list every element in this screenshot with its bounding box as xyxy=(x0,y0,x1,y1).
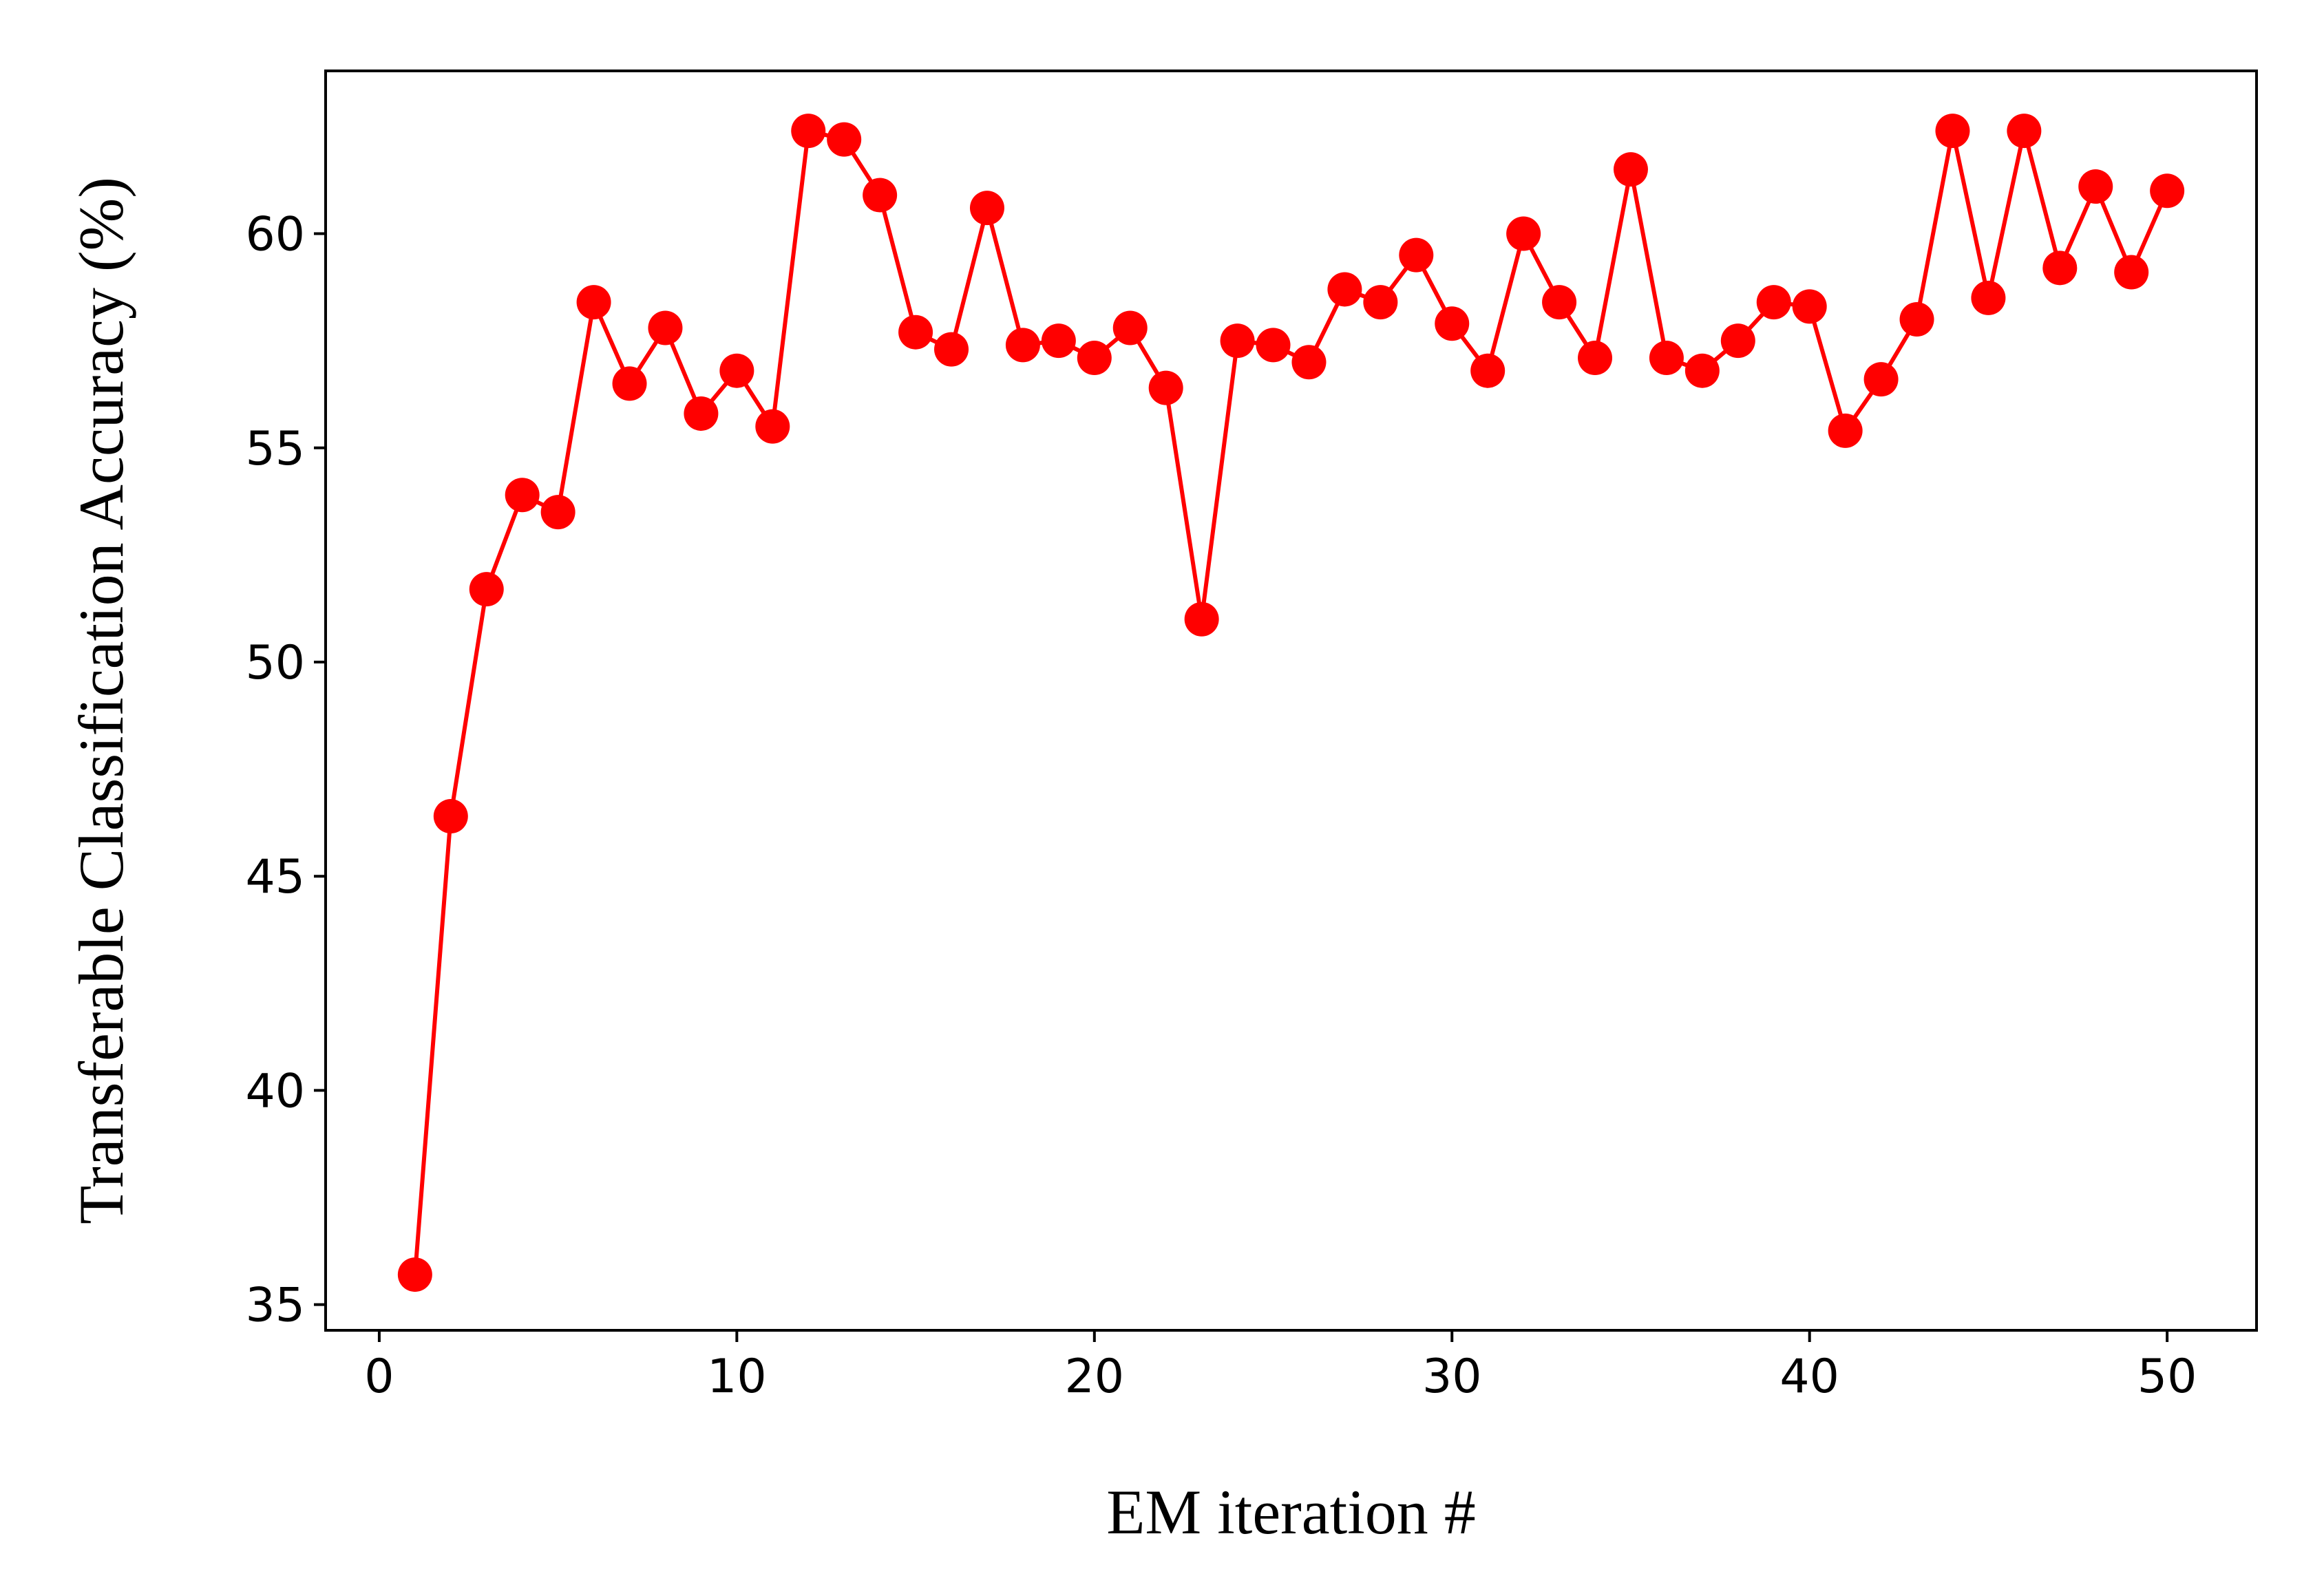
data-point xyxy=(433,799,468,834)
data-point xyxy=(755,409,790,444)
data-point xyxy=(1756,285,1791,320)
data-point xyxy=(576,285,611,320)
y-tick-label: 55 xyxy=(245,422,305,476)
y-axis-label: Transferable Classification Accuracy (%) xyxy=(66,177,136,1224)
data-point xyxy=(1863,362,1899,397)
data-point xyxy=(791,114,826,149)
data-point xyxy=(1899,302,1934,337)
y-tick-label: 40 xyxy=(245,1064,305,1118)
data-point xyxy=(2150,173,2185,209)
ticks-layer: 0 10 20 30 40 50 35 40 45 50 55 60 xyxy=(245,208,2197,1404)
data-point xyxy=(969,191,1004,226)
data-point xyxy=(934,332,969,367)
data-point xyxy=(612,366,647,401)
data-point xyxy=(1578,341,1613,376)
data-point xyxy=(2114,255,2149,290)
y-tick-label: 50 xyxy=(245,636,305,690)
y-tick-label: 35 xyxy=(245,1279,305,1333)
y-tick-label: 45 xyxy=(245,850,305,904)
data-point xyxy=(1077,341,1112,376)
x-tick-label: 0 xyxy=(364,1350,394,1404)
data-point xyxy=(1792,289,1827,324)
data-point xyxy=(1684,353,1720,388)
data-point xyxy=(1112,310,1148,345)
data-point xyxy=(397,1257,432,1292)
data-point xyxy=(648,310,683,345)
x-axis-label: EM iteration # xyxy=(1106,1477,1476,1547)
data-point xyxy=(1720,323,1755,359)
data-point xyxy=(1327,272,1362,307)
data-point xyxy=(1935,114,1970,149)
data-point xyxy=(2042,251,2078,286)
x-tick-label: 10 xyxy=(707,1350,767,1404)
data-point xyxy=(684,396,719,431)
data-point xyxy=(827,122,862,157)
data-point xyxy=(1470,353,1506,388)
data-point xyxy=(1649,341,1684,376)
data-point xyxy=(1435,306,1470,341)
data-point xyxy=(898,315,933,350)
data-point xyxy=(469,572,504,607)
data-point xyxy=(1220,323,1255,359)
data-point xyxy=(1148,370,1183,405)
x-tick-label: 40 xyxy=(1779,1350,1839,1404)
data-point xyxy=(2078,169,2113,204)
x-tick-label: 50 xyxy=(2137,1350,2197,1404)
data-point xyxy=(1613,152,1648,187)
data-point xyxy=(1256,328,1291,363)
data-point xyxy=(1542,285,1577,320)
data-point xyxy=(540,495,575,530)
data-point xyxy=(1828,413,1863,448)
data-point xyxy=(1041,323,1076,359)
series-layer xyxy=(397,114,2185,1292)
data-point xyxy=(719,353,754,388)
data-point xyxy=(863,178,898,213)
data-point xyxy=(1184,601,1219,637)
data-point xyxy=(1363,285,1398,320)
data-point xyxy=(505,478,540,513)
x-tick-label: 20 xyxy=(1065,1350,1125,1404)
data-point xyxy=(1971,280,2006,315)
data-point xyxy=(1005,328,1040,363)
x-tick-label: 30 xyxy=(1422,1350,1482,1404)
plot-area-frame xyxy=(324,70,2258,1332)
data-point xyxy=(1291,345,1327,380)
data-point xyxy=(1399,237,1434,273)
data-point xyxy=(1506,216,1541,251)
y-tick-label: 60 xyxy=(245,208,305,262)
data-point xyxy=(2007,114,2042,149)
